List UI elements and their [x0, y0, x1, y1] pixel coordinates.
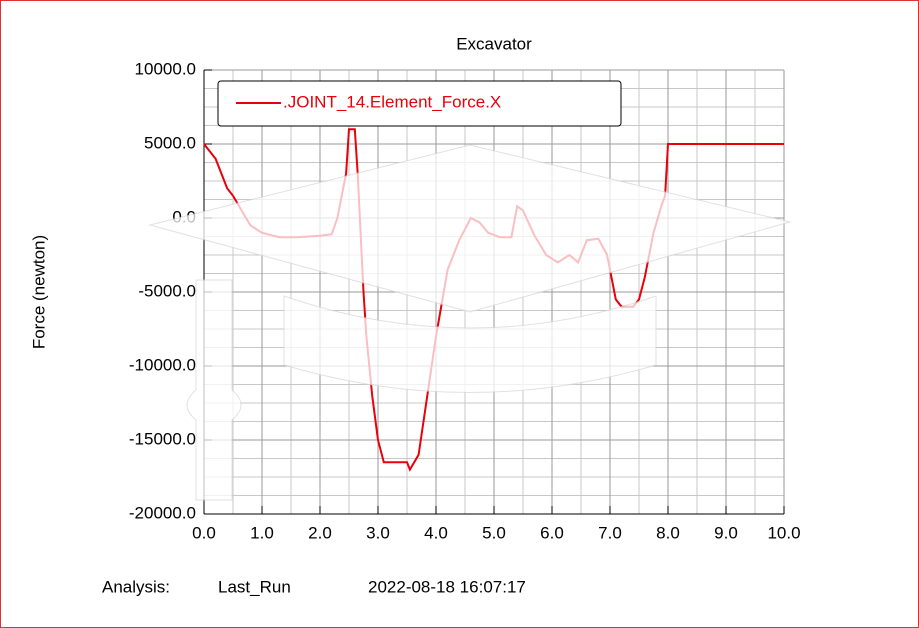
legend-box: [217, 80, 622, 127]
x-tick-label: 5.0: [482, 523, 506, 542]
watermark-base: [283, 295, 657, 393]
y-tick-label: -20000.0: [129, 503, 196, 522]
x-tick-label: 9.0: [714, 523, 738, 542]
x-tick-label: 10.0: [767, 523, 800, 542]
chart-title: Excavator: [456, 34, 532, 53]
x-tick-label: 1.0: [250, 523, 274, 542]
x-tick-label: 4.0: [424, 523, 448, 542]
x-tick-label: 3.0: [366, 523, 390, 542]
y-tick-label: -5000.0: [138, 281, 196, 300]
watermark-cap: [148, 144, 792, 313]
footer-analysis-label: Analysis:: [102, 577, 170, 596]
footer-analysis: Last_Run: [218, 577, 291, 596]
y-tick-label: 5000.0: [144, 133, 196, 152]
y-tick-label: -15000.0: [129, 429, 196, 448]
x-tick-label: 7.0: [598, 523, 622, 542]
x-tick-label: 8.0: [656, 523, 680, 542]
x-tick-label: 0.0: [192, 523, 216, 542]
footer-timestamp: 2022-08-18 16:07:17: [368, 577, 526, 596]
y-tick-label: 10000.0: [135, 59, 196, 78]
x-tick-label: 6.0: [540, 523, 564, 542]
watermark: [148, 144, 792, 501]
x-tick-label: 2.0: [308, 523, 332, 542]
watermark-tassel: [186, 279, 242, 501]
y-tick-label: -10000.0: [129, 355, 196, 374]
y-axis-label: Force (newton): [29, 235, 48, 349]
legend-label: .JOINT_14.Element_Force.X: [283, 92, 501, 111]
